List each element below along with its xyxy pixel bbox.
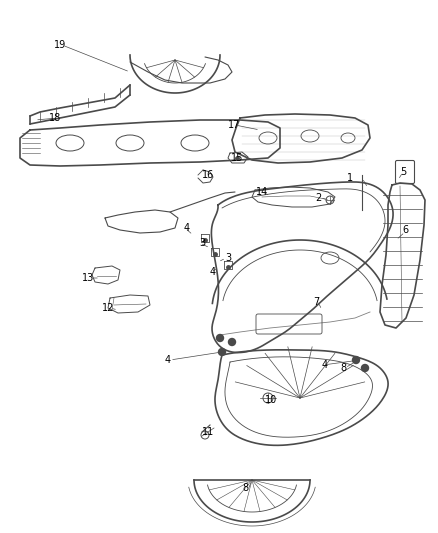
Text: 4: 4 (165, 355, 171, 365)
Circle shape (353, 357, 360, 364)
Text: 17: 17 (228, 120, 240, 130)
Circle shape (216, 335, 223, 342)
Text: 8: 8 (340, 363, 346, 373)
Text: 5: 5 (400, 167, 406, 177)
Text: 3: 3 (225, 253, 231, 263)
Circle shape (219, 349, 226, 356)
Circle shape (361, 365, 368, 372)
Text: 18: 18 (49, 113, 61, 123)
Text: 13: 13 (82, 273, 94, 283)
Text: 7: 7 (313, 297, 319, 307)
Text: 4: 4 (210, 267, 216, 277)
Text: 19: 19 (54, 40, 66, 50)
Text: 4: 4 (184, 223, 190, 233)
Text: 1: 1 (347, 173, 353, 183)
Text: 11: 11 (202, 427, 214, 437)
Text: 2: 2 (315, 193, 321, 203)
Text: 14: 14 (256, 187, 268, 197)
Text: 4: 4 (322, 360, 328, 370)
Text: 16: 16 (202, 170, 214, 180)
Text: 8: 8 (242, 483, 248, 493)
Circle shape (229, 338, 236, 345)
Text: 15: 15 (231, 153, 243, 163)
Text: 10: 10 (265, 395, 277, 405)
Text: 12: 12 (102, 303, 114, 313)
Text: 3: 3 (199, 238, 205, 248)
Text: 6: 6 (402, 225, 408, 235)
